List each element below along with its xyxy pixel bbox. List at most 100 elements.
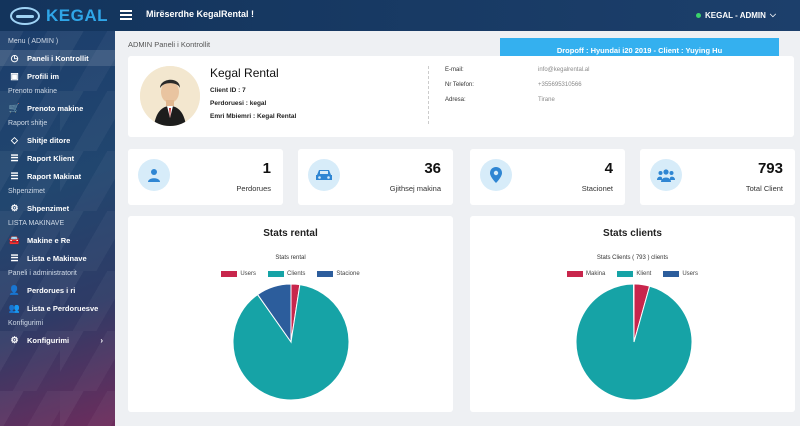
legend-swatch [617,271,634,277]
logo-text: KEGAL [46,6,108,25]
chart-card-rental: Stats rental Stats rental Users Clients St… [128,216,453,412]
stat-value: 793 [757,160,783,177]
chart-title: Stats clients [603,228,662,239]
list-icon: ☰ [10,170,19,181]
user-icon [138,159,170,191]
chevron-down-icon: ⌵ [769,10,776,19]
sidebar-item[interactable]: ⚙ Konfigurimi › [0,332,115,348]
settings-icon: ⚙ [10,334,19,345]
legend-swatch [566,271,583,277]
user-menu[interactable]: KEGAL - ADMIN ⌵ [696,10,776,20]
legend-item[interactable]: Klient [617,271,651,277]
pie-chart [232,283,350,401]
greeting-text: Mirëserdhe KegalRental ! [146,9,255,19]
stat-card-users[interactable]: 1 Perdorues [128,149,283,205]
stat-value: 36 [424,160,441,177]
sidebar-item-label: Profili im [27,71,60,81]
list-icon: ☰ [10,252,19,263]
stat-card-clients[interactable]: 793 Total Client [640,149,795,205]
pie-chart [575,283,693,401]
legend-item[interactable]: Users [663,271,698,277]
legend-item[interactable]: Makina [566,271,606,277]
avatar-illustration-icon [140,66,200,126]
sidebar-item-label: Prenoto makine [27,103,84,113]
phone-value: +355695310566 [538,82,582,88]
legend-label: Users [682,271,699,277]
legend-item[interactable]: Clients [267,271,306,277]
sidebar-item[interactable]: ☰ Raport Klient [0,150,115,166]
chart-subtitle: Stats Clients ( 793 ) clients [596,255,669,261]
users-icon: 👥 [8,302,21,313]
stat-label: Gjithsej makina [389,184,441,193]
profile-card: Kegal Rental Client ID : 7 Perdoruesi : … [128,56,794,137]
legend-label: Stacione [336,271,360,277]
phone-label: Nr Telefon: [445,82,474,88]
car-icon [308,159,340,191]
stat-value: 4 [604,160,613,177]
legend-label: Makina [585,271,606,277]
profile-card-icon: ▣ [10,70,19,81]
legend-item[interactable]: Users [221,271,256,277]
email-value: info@kegalrental.al [538,67,590,73]
logo-badge-icon [10,7,40,25]
sidebar-item[interactable]: ▣ Profili im [0,68,115,84]
sidebar-item[interactable]: ☰ Raport Makinat [0,168,115,184]
sidebar-section-header: Menu ( ADMIN ) [8,38,59,45]
stat-card-stations[interactable]: 4 Stacionet [470,149,625,205]
chart-legend: Users Clients Stacione [128,271,453,277]
chart-subtitle: Stats rental [275,255,306,261]
sidebar-item-label: Paneli i Kontrollit [27,53,89,63]
sidebar-item[interactable]: 🛒 Prenoto makine [0,100,115,116]
gear-icon: ⚙ [10,202,19,213]
sidebar-item-label: Konfigurimi [27,335,70,345]
sidebar: Menu ( ADMIN ) ◷ Paneli i Kontrollit ▣ Profi… [0,31,115,426]
sidebar-item[interactable]: ◇ Shitje ditore [0,132,115,148]
sidebar-item[interactable]: ☰ Lista e Makinave [0,250,115,266]
sidebar-section-header: Konfigurimi [8,320,44,327]
avatar [140,66,200,126]
sidebar-item[interactable]: ◷ Paneli i Kontrollit [0,50,115,66]
legend-swatch [221,271,238,277]
sidebar-item-label: Raport Klient [27,153,75,163]
stat-label: Stacionet [581,184,613,193]
address-value: Tirane [538,97,555,103]
car-icon: 🚘 [8,234,21,245]
legend-swatch [663,271,680,277]
stat-label: Total Client [745,184,783,193]
legend-label: Klient [636,271,652,277]
legend-label: Users [240,271,256,277]
divider [428,66,429,124]
sidebar-section-header: Raport shitje [8,120,48,127]
full-name: Emri Mbiemri : Kegal Rental [210,113,297,120]
sidebar-item[interactable]: ⚙ Shpenzimet [0,200,115,216]
legend-label: Clients [286,271,306,277]
sidebar-item-label: Shpenzimet [27,203,70,213]
legend-swatch [317,271,334,277]
stat-value: 1 [262,160,271,177]
legend-item[interactable]: Stacione [317,271,360,277]
sidebar-item[interactable]: 👥 Lista e Perdoruesve [0,300,115,316]
address-label: Adresa: [445,97,466,103]
sidebar-item-label: Makine e Re [27,235,71,245]
sidebar-item-label: Shitje ditore [27,135,71,145]
users-icon [650,159,682,191]
top-bar: KEGAL Mirëserdhe KegalRental ! KEGAL - A… [0,0,800,31]
dashboard-icon: ◷ [10,52,19,63]
username: Perdoruesi : kegal [210,100,267,107]
sidebar-item[interactable]: 🚘 Makine e Re [0,232,115,248]
sidebar-section-header: Paneli i administratorit [8,270,77,277]
stat-label: Perdorues [236,184,271,193]
sidebar-item-label: Lista e Perdoruesve [27,303,99,313]
breadcrumb: ADMIN Paneli i Kontrollit [128,40,211,49]
logo[interactable]: KEGAL [10,5,110,27]
stat-card-cars[interactable]: 36 Gjithsej makina [298,149,453,205]
sidebar-section-header: Shpenzimet [8,188,45,195]
menu-toggle-icon[interactable] [120,10,132,20]
pie-slice-stacione[interactable] [256,283,292,344]
diamond-icon: ◇ [11,134,18,145]
sidebar-item[interactable]: 👤 Perdorues i ri [0,282,115,298]
sidebar-item-label: Lista e Makinave [27,253,87,263]
list-icon: ☰ [10,152,19,163]
chart-legend: Makina Klient Users [470,271,795,277]
online-status-icon [696,12,702,18]
